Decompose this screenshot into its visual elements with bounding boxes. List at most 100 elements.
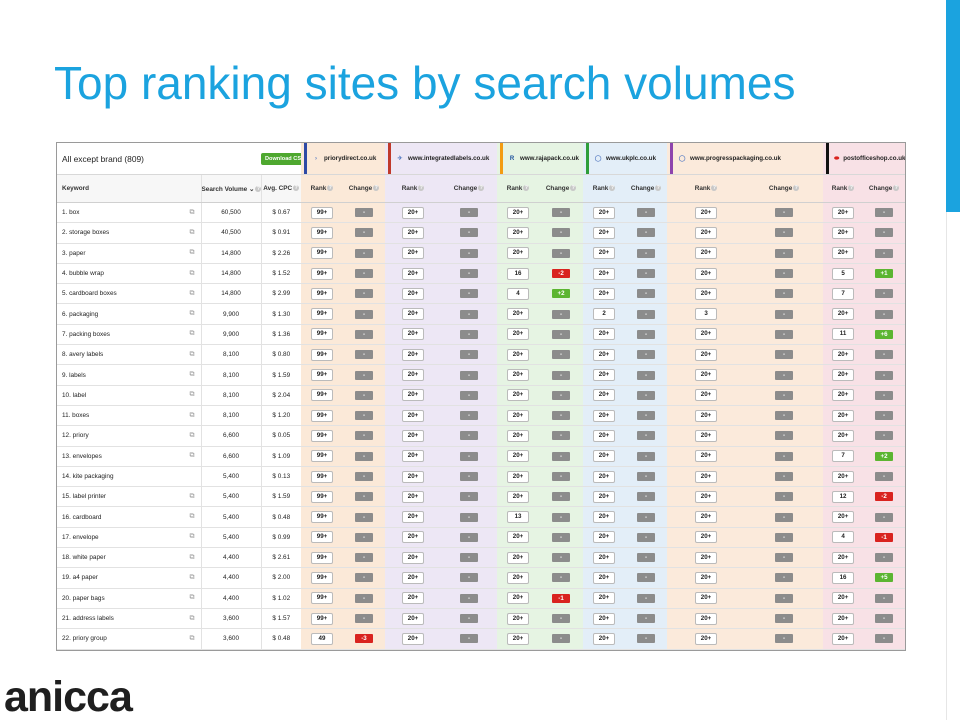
change-cell: - xyxy=(539,405,584,427)
external-link-icon[interactable]: ⧉ xyxy=(189,431,195,439)
site-header-priorydirect[interactable]: › priorydirect.co.uk xyxy=(301,143,386,175)
rank-cell: 20+ xyxy=(823,202,864,224)
external-link-icon[interactable]: ⧉ xyxy=(189,208,195,216)
keyword-text[interactable]: 6. packaging xyxy=(62,310,99,318)
keyword-text[interactable]: 9. labels xyxy=(62,371,86,379)
keyword-text[interactable]: 8. avery labels xyxy=(62,351,104,359)
rank-cell: 99+ xyxy=(301,283,343,305)
site-header-ukplc[interactable]: ◯ www.ukplc.co.uk xyxy=(583,143,668,175)
keyword-text[interactable]: 20. paper bags xyxy=(62,594,105,602)
site-header-progresspackaging[interactable]: ◯ www.progresspackaging.co.uk xyxy=(667,143,824,175)
change-cell: - xyxy=(539,324,584,346)
rank-cell: 20+ xyxy=(823,405,864,427)
keyword-text[interactable]: 3. paper xyxy=(62,249,86,257)
change-column-header[interactable]: Change? xyxy=(625,174,668,203)
external-link-icon[interactable]: ⧉ xyxy=(189,228,195,236)
external-link-icon[interactable]: ⧉ xyxy=(189,533,195,541)
cpc-cell: $ 1.13 xyxy=(261,649,301,650)
change-badge: - xyxy=(355,269,373,279)
change-cell: - xyxy=(441,486,498,508)
keyword-text[interactable]: 4. bubble wrap xyxy=(62,270,104,278)
keyword-text[interactable]: 17. envelope xyxy=(62,533,99,541)
change-column-header[interactable]: Change? xyxy=(745,174,824,203)
volume-column-header[interactable]: Search Volume ⌄? xyxy=(201,174,262,203)
external-link-icon[interactable]: ⧉ xyxy=(189,249,195,257)
keyword-text[interactable]: 7. packing boxes xyxy=(62,330,110,338)
external-link-icon[interactable]: ⧉ xyxy=(189,411,195,419)
keyword-text[interactable]: 14. kite packaging xyxy=(62,473,114,480)
keyword-text[interactable]: 2. storage boxes xyxy=(62,229,110,237)
keyword-column-header[interactable]: Keyword xyxy=(57,174,202,203)
rank-column-header[interactable]: Rank? xyxy=(385,174,442,203)
rank-badge: 20+ xyxy=(507,389,530,402)
site-header-postofficeshop[interactable]: ⬬ postofficeshop.co.uk xyxy=(823,143,905,175)
change-badge: - xyxy=(460,208,479,218)
rank-cell: 20+ xyxy=(667,588,746,609)
rank-column-header[interactable]: Rank? xyxy=(497,174,540,203)
change-cell: - xyxy=(745,303,824,325)
change-column-header[interactable]: Change? xyxy=(343,174,386,203)
rank-cell: 20+ xyxy=(583,364,626,386)
site-header-integratedlabels[interactable]: ✈ www.integratedlabels.co.uk xyxy=(385,143,498,175)
keyword-text[interactable]: 18. white paper xyxy=(62,554,106,562)
external-link-icon[interactable]: ⧉ xyxy=(189,330,195,338)
keyword-cell: 8. avery labels ⧉ xyxy=(57,344,202,366)
table-row: 17. envelope ⧉ 5,400 $ 0.99 99+ - 20+ - 20+ - 20+ -… xyxy=(57,527,905,549)
rank-cell: 20+ xyxy=(583,628,626,650)
keyword-text[interactable]: 19. a4 paper xyxy=(62,574,98,582)
keyword-text[interactable]: 15. label printer xyxy=(62,493,107,501)
rank-cell: 20+ xyxy=(583,202,626,224)
rank-column-header[interactable]: Rank? xyxy=(583,174,626,203)
rank-cell: 14 xyxy=(823,649,864,650)
external-link-icon[interactable]: ⧉ xyxy=(189,371,195,379)
keyword-text[interactable]: 22. priory group xyxy=(62,635,107,643)
download-csv-button[interactable]: Download CSV xyxy=(261,152,301,165)
change-column-header[interactable]: Change? xyxy=(539,174,584,203)
external-link-icon[interactable]: ⧉ xyxy=(189,573,195,581)
rank-badge: 12 xyxy=(832,490,855,503)
change-cell: - xyxy=(745,608,824,630)
rank-cell: 99+ xyxy=(301,385,343,406)
external-link-icon[interactable]: ⧉ xyxy=(189,310,195,318)
external-link-icon[interactable]: ⧉ xyxy=(189,553,195,561)
site-name: priorydirect.co.uk xyxy=(324,155,377,162)
external-link-icon[interactable]: ⧉ xyxy=(189,289,195,297)
external-link-icon[interactable]: ⧉ xyxy=(189,634,195,642)
rank-badge: 20+ xyxy=(695,612,718,625)
change-column-header[interactable]: Change? xyxy=(863,174,905,203)
rank-column-header[interactable]: Rank? xyxy=(667,174,746,203)
keyword-text[interactable]: 5. cardboard boxes xyxy=(62,290,117,298)
cpc-column-header[interactable]: Avg. CPC? xyxy=(261,174,301,203)
keyword-text[interactable]: 11. boxes xyxy=(62,412,90,420)
rank-badge: 20+ xyxy=(402,571,425,584)
external-link-icon[interactable]: ⧉ xyxy=(189,513,195,521)
external-link-icon[interactable]: ⧉ xyxy=(189,391,195,399)
change-badge: - xyxy=(775,350,794,360)
rank-badge: 99+ xyxy=(311,206,333,219)
keyword-text[interactable]: 12. priory xyxy=(62,432,89,440)
rank-column-header[interactable]: Rank? xyxy=(823,174,864,203)
rank-cell: 20+ xyxy=(385,405,442,427)
keyword-text[interactable]: 21. address labels xyxy=(62,615,114,623)
change-column-header[interactable]: Change? xyxy=(441,174,498,203)
keyword-text[interactable]: 10. label xyxy=(62,391,87,399)
external-link-icon[interactable]: ⧉ xyxy=(189,269,195,277)
change-badge: - xyxy=(637,269,656,279)
external-link-icon[interactable]: ⧉ xyxy=(189,350,195,358)
change-badge: - xyxy=(637,512,656,522)
rank-cell: 20+ xyxy=(823,303,864,325)
keyword-text[interactable]: 16. cardboard xyxy=(62,513,102,521)
external-link-icon[interactable]: ⧉ xyxy=(189,452,195,460)
external-link-icon[interactable]: ⧉ xyxy=(189,594,195,602)
change-badge: - xyxy=(552,370,571,380)
external-link-icon[interactable]: ⧉ xyxy=(189,492,195,500)
keyword-text[interactable]: 1. box xyxy=(62,209,80,217)
rank-column-header[interactable]: Rank? xyxy=(301,174,343,203)
search-volume-cell: 9,900 xyxy=(201,303,262,325)
keyword-text[interactable]: 13. envelopes xyxy=(62,452,102,460)
change-badge: - xyxy=(355,593,373,603)
change-cell: - xyxy=(441,425,498,447)
external-link-icon[interactable]: ⧉ xyxy=(189,614,195,622)
search-volume-cell: 14,800 xyxy=(201,283,262,305)
